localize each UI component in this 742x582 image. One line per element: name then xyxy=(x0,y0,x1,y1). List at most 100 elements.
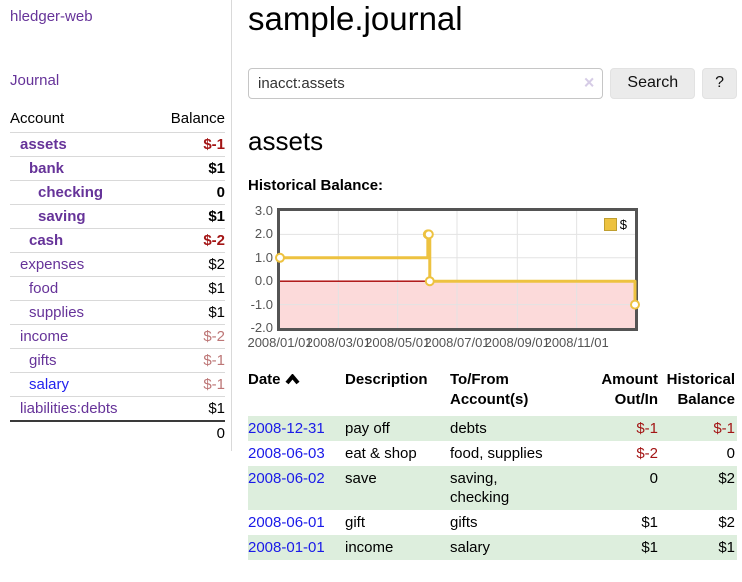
transaction-amount: $-1 xyxy=(636,419,658,437)
account-link[interactable]: cash xyxy=(29,232,64,249)
transaction-date-link[interactable]: 2008-06-01 xyxy=(248,513,325,531)
column-header-line: Description xyxy=(345,370,428,388)
transaction-accounts: salary xyxy=(450,535,600,560)
account-link[interactable]: checking xyxy=(38,184,104,201)
y-axis-tick-label: 0.0 xyxy=(254,273,273,289)
sort-ascending-icon[interactable] xyxy=(284,373,300,385)
register-column-header-date[interactable]: Date xyxy=(248,370,345,416)
account-link[interactable]: liabilities:debts xyxy=(20,400,118,417)
help-button[interactable]: ? xyxy=(702,67,737,99)
account-row: income $-2 xyxy=(10,324,225,349)
transaction-date-cell: 2008-06-01 xyxy=(248,510,345,535)
legend-label: $ xyxy=(619,216,627,232)
y-axis-tick-label: 3.0 xyxy=(254,202,273,218)
transaction-date-cell: 2008-06-03 xyxy=(248,441,345,466)
transaction-accounts: food, supplies xyxy=(450,441,600,466)
account-link[interactable]: food xyxy=(29,280,59,297)
transaction-accounts: gifts xyxy=(450,510,600,535)
column-header-line: Amount xyxy=(601,370,658,388)
main-content: sample.journal × Search ? assets Histori… xyxy=(232,0,737,580)
register-column-header-amount: Amount Out/In xyxy=(600,370,660,416)
transaction-description: income xyxy=(345,538,394,556)
account-balance: $-2 xyxy=(143,228,225,253)
account-link[interactable]: gifts xyxy=(29,352,57,369)
transaction-amount: $1 xyxy=(641,513,658,531)
transaction-description: save xyxy=(345,469,377,487)
account-balance: $1 xyxy=(143,300,225,325)
transaction-accounts-text: salary xyxy=(450,538,491,556)
column-header-line: Date xyxy=(248,370,343,390)
x-axis-tick-label: 2008/01/01 xyxy=(247,334,313,350)
page-title: sample.journal xyxy=(248,0,463,37)
transaction-balance: $-1 xyxy=(713,419,735,437)
account-name-cell: salary xyxy=(10,372,144,397)
transaction-balance: $2 xyxy=(718,469,735,487)
account-name-cell: cash xyxy=(10,228,144,253)
account-name-cell: food xyxy=(10,276,144,301)
transaction-date-cell: 2008-01-01 xyxy=(248,535,345,560)
account-name-cell: saving xyxy=(10,204,144,229)
search-button[interactable]: Search xyxy=(610,67,696,99)
sidebar-item-journal[interactable]: Journal xyxy=(10,72,60,89)
account-balance: $2 xyxy=(143,252,225,277)
account-row: liabilities:debts $1 xyxy=(10,396,225,421)
chart-plot-area[interactable]: $ xyxy=(275,207,640,331)
accounts-total-spacer xyxy=(10,420,144,445)
account-balance: $-1 xyxy=(143,132,225,157)
account-balance: $-1 xyxy=(143,348,225,373)
account-link[interactable]: bank xyxy=(29,160,65,177)
column-header-line: Balance xyxy=(677,390,735,408)
account-row: cash $-2 xyxy=(10,228,225,253)
account-row: bank $1 xyxy=(10,156,225,181)
register-table: Date Description To/From Account(s) Amount Ou… xyxy=(248,370,737,560)
transaction-accounts-text: gifts xyxy=(450,513,478,531)
search-input[interactable] xyxy=(248,67,604,99)
sidebar: hledger-web Journal Account Balance asse… xyxy=(0,0,232,451)
account-row: food $1 xyxy=(10,276,225,301)
column-header-line: Historical xyxy=(666,370,735,388)
account-link[interactable]: saving xyxy=(38,208,86,225)
transaction-row: 2008-12-31 pay off debts $-1 $-1 xyxy=(248,415,737,441)
account-balance: $-1 xyxy=(143,372,225,397)
transaction-date-link[interactable]: 2008-12-31 xyxy=(248,419,325,437)
account-row: supplies $1 xyxy=(10,300,225,325)
account-balance: $-2 xyxy=(143,324,225,349)
account-balance: $1 xyxy=(143,276,225,301)
account-title: assets xyxy=(248,125,324,156)
accounts-total-value: 0 xyxy=(143,420,225,445)
accounts-header-account: Account xyxy=(10,110,65,127)
account-balance: $1 xyxy=(143,156,225,181)
transaction-accounts: saving, checking xyxy=(450,466,600,510)
transaction-date-link[interactable]: 2008-06-03 xyxy=(248,444,325,462)
transaction-date-cell: 2008-12-31 xyxy=(248,416,345,441)
column-header-line: To/From xyxy=(450,370,509,388)
account-link[interactable]: supplies xyxy=(29,304,85,321)
account-balance: $1 xyxy=(143,204,225,229)
transaction-row: 2008-01-01 income salary $1 $1 xyxy=(248,534,737,560)
account-link[interactable]: expenses xyxy=(20,256,85,273)
transaction-row: 2008-06-01 gift gifts $1 $2 xyxy=(248,510,737,535)
transaction-description: pay off xyxy=(345,419,390,437)
account-link[interactable]: assets xyxy=(20,136,67,153)
transaction-date-link[interactable]: 2008-06-02 xyxy=(248,469,325,487)
account-row: assets $-1 xyxy=(10,132,225,157)
historical-balance-chart: $ 3.0 2.0 1.0 0.0 -1.0 -2.0 2008/01/01 2008/03/… xyxy=(247,202,640,356)
clear-search-icon[interactable]: × xyxy=(583,73,595,94)
transaction-accounts-text: saving, checking xyxy=(450,469,510,506)
brand-link[interactable]: hledger-web xyxy=(10,8,93,25)
transaction-balance: $2 xyxy=(718,513,735,531)
account-link[interactable]: salary xyxy=(29,376,70,393)
search-form: × Search ? xyxy=(248,67,737,99)
register-column-header-description: Description xyxy=(345,370,450,416)
account-name-cell: gifts xyxy=(10,348,144,373)
chart-heading: Historical Balance: xyxy=(248,176,384,194)
transaction-date-link[interactable]: 2008-01-01 xyxy=(248,538,325,556)
transaction-row: 2008-06-03 eat & shop food, supplies $-2 0 xyxy=(248,441,737,466)
account-row: salary $-1 xyxy=(10,372,225,397)
account-link[interactable]: income xyxy=(20,328,69,345)
y-axis-tick-label: -1.0 xyxy=(250,296,273,312)
transaction-amount: $-2 xyxy=(636,444,658,462)
account-row: gifts $-1 xyxy=(10,348,225,373)
transaction-accounts: debts xyxy=(450,416,600,441)
